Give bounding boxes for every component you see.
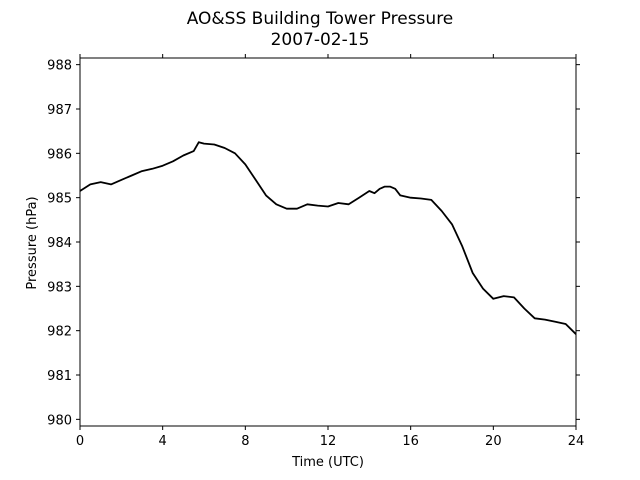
x-tick-label-8: 8	[241, 434, 249, 449]
y-tick-label-984: 984	[47, 236, 72, 251]
plot-area: 0 4 8 12 16 20 24 980 981 982 983 984 985 986 987 988	[47, 54, 584, 449]
x-axis-label: Time (UTC)	[291, 455, 364, 470]
x-tick-label-4: 4	[159, 434, 167, 449]
y-tick-label-982: 982	[47, 325, 72, 340]
plot-frame	[79, 57, 577, 427]
x-tick-label-0: 0	[76, 434, 84, 449]
x-tick-label-12: 12	[320, 434, 337, 449]
x-tick-label-16: 16	[402, 434, 419, 449]
chart-subtitle: 2007-02-15	[271, 30, 370, 50]
x-tick-label-24: 24	[568, 434, 585, 449]
chart-title: AO&SS Building Tower Pressure	[187, 9, 454, 29]
series-line-0	[79, 141, 577, 335]
y-tick-label-986: 986	[47, 147, 72, 162]
y-axis-label: Pressure (hPa)	[25, 196, 40, 289]
y-tick-label-988: 988	[47, 59, 72, 74]
x-tick-label-20: 20	[485, 434, 502, 449]
y-tick-label-985: 985	[47, 192, 72, 207]
y-tick-label-981: 981	[47, 369, 72, 384]
y-tick-label-987: 987	[47, 103, 72, 118]
y-tick-label-983: 983	[47, 280, 72, 295]
y-tick-label-980: 980	[47, 413, 72, 428]
